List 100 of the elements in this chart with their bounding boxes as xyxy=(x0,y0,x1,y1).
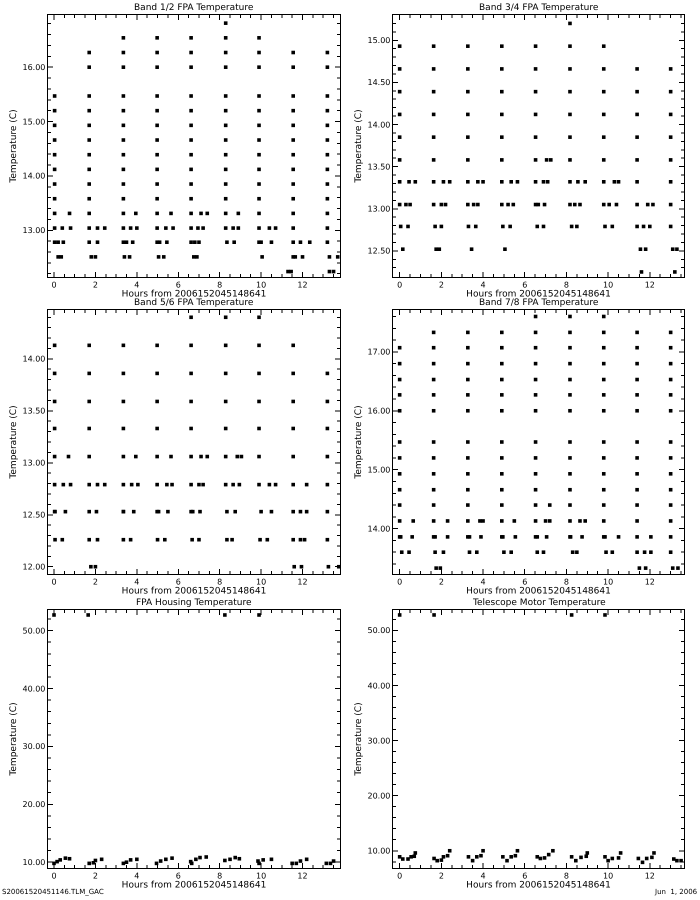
y-tick-label: 10.00 xyxy=(367,846,390,856)
x-tick-label: 2 xyxy=(438,578,444,587)
chart-title: Band 1/2 FPA Temperature xyxy=(134,3,254,13)
point xyxy=(204,855,208,859)
y-tick-label: 10.00 xyxy=(22,858,46,868)
x-tick-label: 12 xyxy=(297,280,308,290)
point xyxy=(442,855,446,859)
y-tick-label: 30.00 xyxy=(367,736,390,746)
point xyxy=(414,851,418,855)
point xyxy=(672,857,676,861)
point xyxy=(68,856,72,861)
point xyxy=(128,858,132,862)
y-axis-title: Temperature (C) xyxy=(8,702,19,777)
x-tick-label: 12 xyxy=(297,578,308,587)
point xyxy=(228,858,232,862)
x-axis-title: Hours from 2006152045148641 xyxy=(122,880,266,891)
x-tick-label: 12 xyxy=(644,578,655,587)
point xyxy=(644,856,648,860)
point xyxy=(570,613,574,617)
point xyxy=(675,858,679,862)
y-tick-label: 17.00 xyxy=(367,348,390,357)
y-tick-label: 13.00 xyxy=(367,204,390,214)
point xyxy=(603,613,607,617)
point xyxy=(475,855,479,859)
x-tick-label: 4 xyxy=(134,578,140,587)
point xyxy=(100,858,104,862)
x-tick-label: 0 xyxy=(397,872,402,881)
x-tick-label: 8 xyxy=(564,578,569,587)
point xyxy=(652,851,656,855)
x-tick-label: 10 xyxy=(603,578,614,587)
point xyxy=(52,613,56,617)
y-tick-label: 14.00 xyxy=(367,524,390,534)
point xyxy=(233,856,238,860)
point xyxy=(546,852,551,856)
y-tick-label: 13.50 xyxy=(22,406,46,416)
x-tick-label: 4 xyxy=(134,872,140,881)
x-tick-label: 0 xyxy=(397,578,402,587)
x-tick-label: 6 xyxy=(176,280,181,290)
point xyxy=(332,859,336,863)
point xyxy=(324,862,328,866)
y-tick-label: 40.00 xyxy=(367,681,390,690)
point xyxy=(538,856,542,860)
x-tick-label: 8 xyxy=(564,280,569,290)
point xyxy=(481,848,485,853)
y-tick-label: 14.00 xyxy=(367,120,390,130)
chart-title: Band 5/6 FPA Temperature xyxy=(134,298,254,308)
point xyxy=(257,613,261,617)
x-tick-label: 2 xyxy=(438,872,444,881)
x-tick-label: 8 xyxy=(564,872,569,881)
point xyxy=(514,854,518,858)
point xyxy=(154,862,158,866)
x-tick-label: 2 xyxy=(92,578,98,587)
point xyxy=(432,856,436,860)
point xyxy=(294,862,298,866)
point xyxy=(650,856,654,860)
y-axis-title: Temperature (C) xyxy=(8,405,19,480)
point xyxy=(198,856,202,860)
y-tick-label: 15.00 xyxy=(367,466,390,474)
y-axis-title: Temperature (C) xyxy=(354,109,364,184)
x-tick-label: 10 xyxy=(256,280,266,290)
point xyxy=(87,862,92,866)
point xyxy=(401,857,405,861)
x-tick-label: 6 xyxy=(522,578,528,587)
x-tick-label: 8 xyxy=(217,280,222,290)
y-axis-title: Temperature (C) xyxy=(8,109,19,184)
y-tick-label: 16.00 xyxy=(367,406,390,416)
point xyxy=(505,858,509,862)
point xyxy=(574,858,578,862)
y-tick-label: 15.00 xyxy=(22,117,46,126)
x-tick-label: 8 xyxy=(217,578,222,587)
point xyxy=(618,851,622,855)
x-tick-label: 8 xyxy=(217,872,222,881)
y-tick-label: 30.00 xyxy=(22,742,46,752)
y-tick-label: 20.00 xyxy=(22,800,46,810)
x-tick-label: 12 xyxy=(297,872,308,881)
point xyxy=(290,862,294,866)
x-tick-label: 10 xyxy=(603,872,614,881)
x-tick-label: 10 xyxy=(603,280,614,290)
point xyxy=(158,859,162,863)
point xyxy=(164,858,168,862)
y-tick-label: 20.00 xyxy=(367,791,390,800)
y-tick-label: 12.50 xyxy=(22,510,46,520)
y-tick-label: 50.00 xyxy=(22,626,46,636)
y-tick-label: 13.00 xyxy=(22,458,46,468)
x-tick-label: 4 xyxy=(480,280,486,290)
x-axis-title: Hours from 2006152045148641 xyxy=(466,586,611,597)
point xyxy=(585,851,590,855)
x-tick-label: 0 xyxy=(51,578,57,587)
x-tick-label: 12 xyxy=(644,280,655,290)
y-tick-label: 13.00 xyxy=(22,226,46,236)
y-tick-label: 12.50 xyxy=(367,246,390,256)
point xyxy=(223,858,227,862)
y-tick-label: 15.00 xyxy=(367,36,390,46)
y-tick-label: 40.00 xyxy=(22,684,46,694)
point xyxy=(328,862,332,866)
x-tick-label: 0 xyxy=(397,280,402,290)
point xyxy=(551,848,555,853)
x-tick-label: 0 xyxy=(51,280,57,290)
point xyxy=(135,858,139,862)
x-tick-label: 4 xyxy=(134,280,140,290)
